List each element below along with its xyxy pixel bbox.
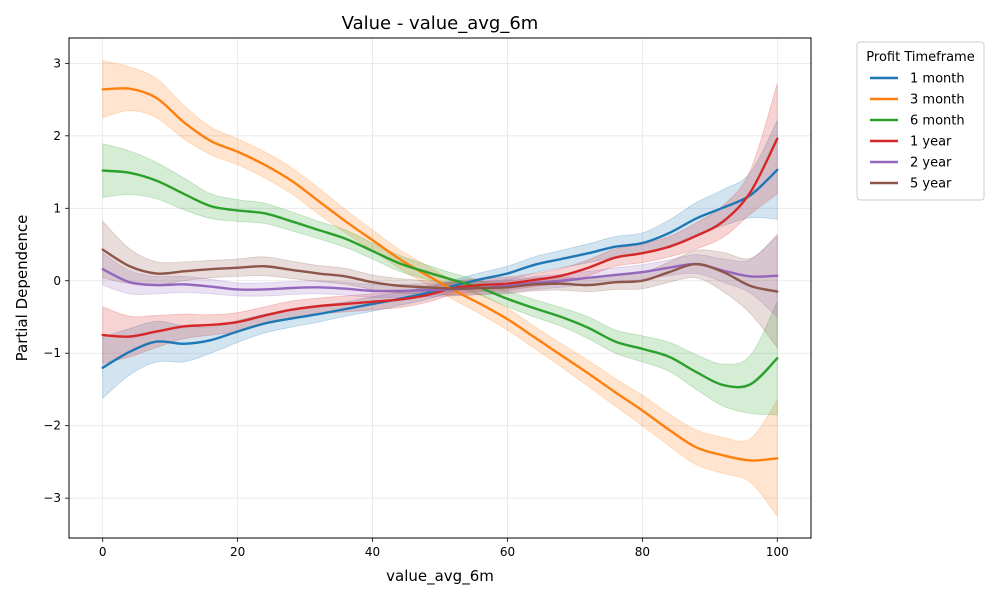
series-line (101, 169, 779, 389)
legend-items: 1 month 3 month 6 month 1 year 2 year 5 year (870, 72, 965, 192)
confidence-band (102, 233, 778, 318)
legend-label: 2 year (910, 156, 952, 171)
series-lines (101, 87, 779, 462)
legend-item: 2 year (870, 156, 952, 171)
x-tick-label: 40 (365, 545, 380, 559)
chart-title: Value - value_avg_6m (342, 13, 539, 34)
plot-area-frame (68, 37, 812, 539)
confidence-band (102, 220, 778, 349)
y-axis-label: Partial Dependence (13, 215, 31, 362)
grid (69, 38, 811, 538)
legend-label: 6 month (910, 114, 965, 129)
y-tick-label: 1 (53, 201, 61, 215)
legend-item: 3 month (870, 93, 965, 108)
legend-item: 1 month (870, 72, 965, 87)
y-tick-label: −1 (43, 346, 61, 360)
y-tick-label: 0 (53, 274, 61, 288)
legend-label: 1 year (910, 135, 952, 150)
x-axis-label: value_avg_6m (386, 567, 494, 586)
legend-label: 3 month (910, 93, 965, 108)
legend-box (856, 41, 985, 201)
x-tick-label: 60 (500, 545, 515, 559)
x-tick-label: 20 (230, 545, 245, 559)
x-tick-label: 80 (635, 545, 650, 559)
legend-item: 6 month (870, 114, 965, 129)
legend-title: Profit Timeframe (866, 50, 974, 65)
y-tick-label: 2 (53, 129, 61, 143)
y-tick-label: 3 (53, 56, 61, 70)
legend-label: 1 month (910, 72, 965, 87)
y-tick-label: −2 (43, 419, 61, 433)
legend-label: 5 year (910, 177, 952, 192)
x-tick-label: 100 (766, 545, 789, 559)
y-tick-label: −3 (43, 491, 61, 505)
x-tick-label: 0 (99, 545, 107, 559)
series-line (101, 87, 779, 462)
legend-item: 1 year (870, 135, 952, 150)
series-line (101, 262, 779, 293)
confidence-band (102, 143, 778, 416)
axis-ticks: 0 20 40 60 80 100 −3 −2 −1 0 1 2 3 (43, 56, 788, 559)
series-line (101, 137, 779, 338)
legend-item: 5 year (870, 177, 952, 192)
series-line (101, 248, 779, 293)
